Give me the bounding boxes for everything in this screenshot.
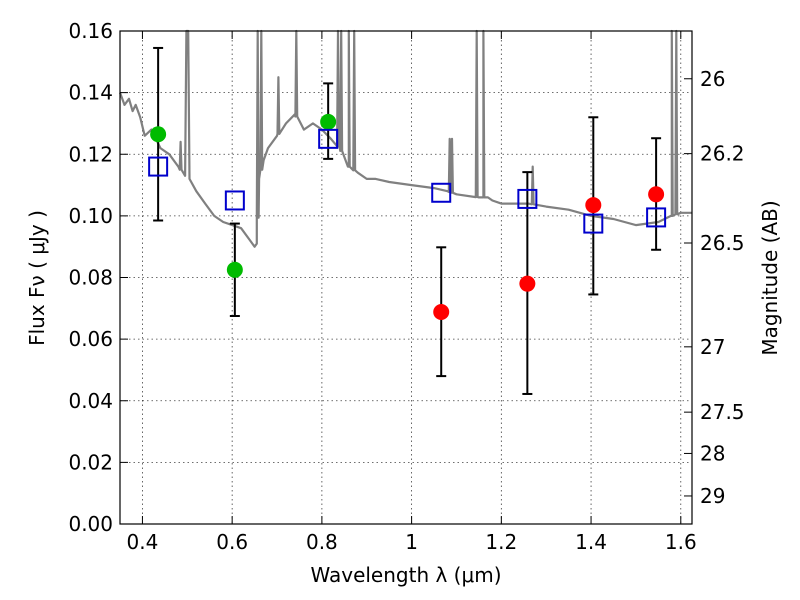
right-tick-label: 27.5 — [700, 400, 745, 424]
y-tick-label: 0.14 — [68, 81, 113, 105]
model-point — [583, 213, 604, 234]
y-tick-label: 0.16 — [68, 19, 113, 43]
model-point — [431, 182, 452, 203]
y-axis-title: Flux Fν ( μJy ) — [25, 210, 49, 346]
right-tick-label: 28 — [700, 441, 725, 465]
model-point — [318, 128, 339, 149]
y-tick-label: 0.02 — [68, 450, 113, 474]
data-point — [648, 186, 665, 203]
x-tick-label: 0.6 — [216, 530, 248, 554]
model-point — [646, 207, 667, 228]
x-tick-label: 0.4 — [127, 530, 159, 554]
model-spectrum-line — [118, 29, 692, 248]
y-tick-label: 0.08 — [68, 266, 113, 290]
x-tick-label: 1 — [405, 530, 418, 554]
data-point — [226, 261, 243, 278]
y-tick-label: 0.12 — [68, 142, 113, 166]
y-tick-label: 0.00 — [68, 512, 113, 536]
x-tick-label: 0.8 — [306, 530, 338, 554]
y-tick-label: 0.10 — [68, 204, 113, 228]
data-point — [519, 275, 536, 292]
grid-layer — [120, 31, 692, 524]
spectrum-layer — [118, 29, 692, 248]
marker-layer — [148, 46, 667, 395]
data-point — [150, 126, 167, 143]
x-tick-label: 1.2 — [485, 530, 517, 554]
y-tick-label: 0.06 — [68, 327, 113, 351]
y-tick-label: 0.04 — [68, 389, 113, 413]
x-tick-label: 1.4 — [575, 530, 607, 554]
x-tick-label: 1.6 — [665, 530, 697, 554]
right-tick-label: 27 — [700, 335, 725, 359]
right-tick-label: 26.2 — [700, 142, 745, 166]
right-tick-label: 26 — [700, 67, 725, 91]
x-axis-title: Wavelength λ (μm) — [310, 563, 501, 587]
y-axis-right-title: Magnitude (AB) — [758, 200, 782, 355]
data-point — [585, 197, 602, 214]
model-point — [148, 156, 169, 177]
model-point — [224, 190, 245, 211]
right-tick-label: 26.5 — [700, 231, 745, 255]
data-point — [433, 304, 450, 321]
data-point — [320, 113, 337, 130]
model-point — [517, 188, 538, 209]
right-tick-label: 29 — [700, 484, 725, 508]
tick-layer: 0.4 0.6 0.8 1 1.2 1.4 1.6 0.00 0.02 0.04 0.06 0.08 0… — [68, 19, 744, 554]
